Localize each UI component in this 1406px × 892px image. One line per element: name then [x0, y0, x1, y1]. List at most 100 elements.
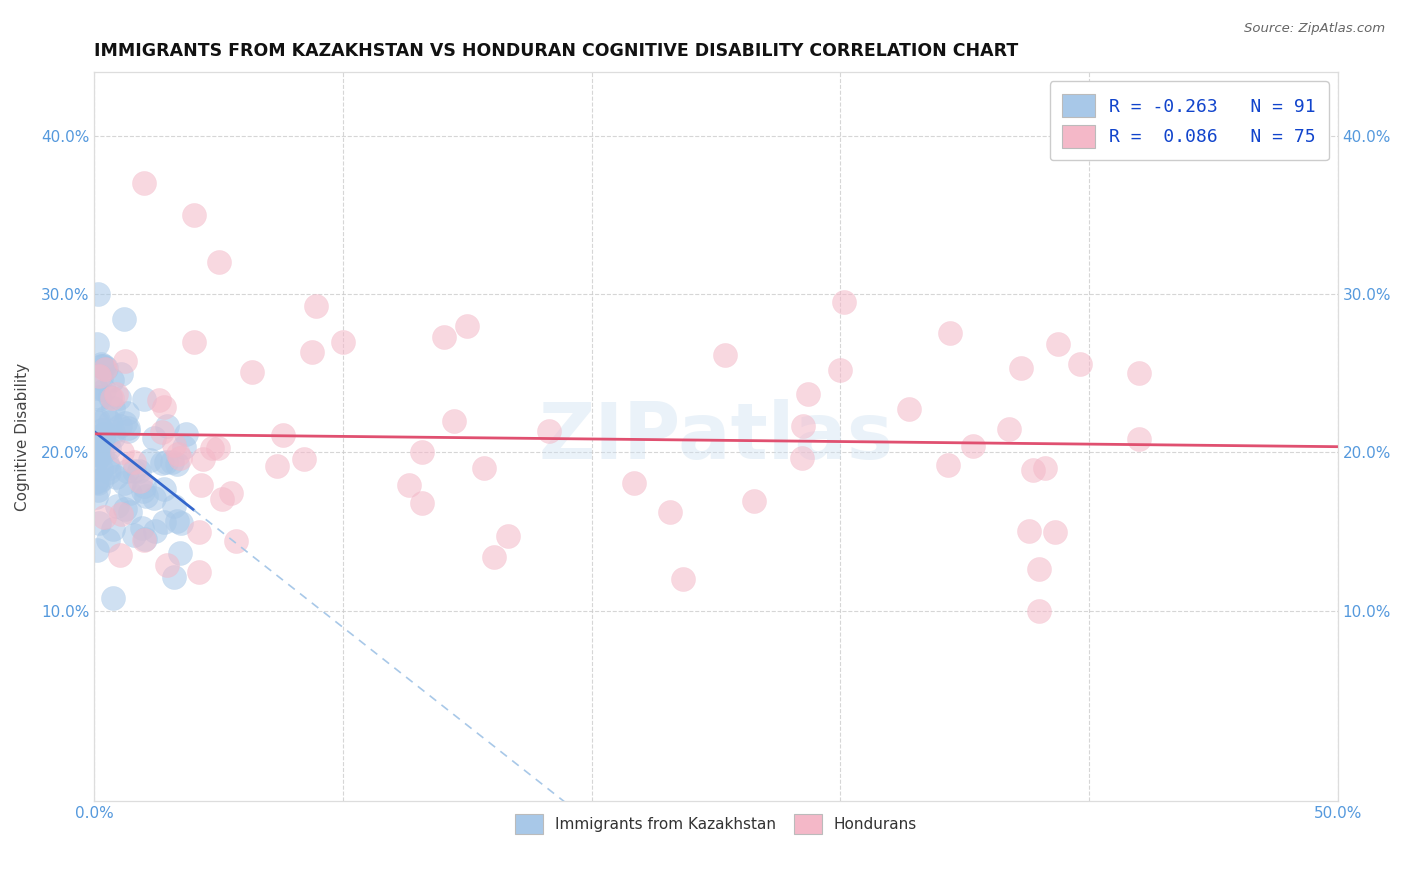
Point [114, 502, 136, 516]
Point [482, 550, 505, 565]
Point [117, 421, 139, 435]
Point [897, 402, 920, 417]
Point [98, 390, 121, 404]
Point [90, 359, 112, 373]
Point [150, 456, 173, 470]
Point [162, 438, 184, 452]
Point [183, 208, 205, 222]
Point [148, 392, 170, 407]
Point [170, 516, 193, 530]
Point [87, 287, 110, 301]
Point [118, 486, 141, 500]
Point [411, 495, 433, 509]
Point [90, 447, 112, 461]
Point [962, 438, 984, 452]
Point [103, 430, 125, 444]
Point [86, 415, 108, 429]
Point [143, 431, 166, 445]
Point [84, 475, 107, 489]
Point [997, 422, 1019, 436]
Point [87, 476, 110, 491]
Point [398, 477, 420, 491]
Point [122, 528, 145, 542]
Point [97, 461, 120, 475]
Point [156, 419, 179, 434]
Point [1069, 357, 1091, 371]
Point [93, 359, 115, 374]
Point [456, 318, 478, 333]
Point [153, 400, 176, 414]
Point [90, 472, 112, 486]
Point [183, 335, 205, 350]
Point [207, 442, 229, 456]
Point [84, 380, 107, 394]
Point [86, 543, 108, 558]
Point [110, 367, 132, 381]
Point [124, 464, 146, 478]
Point [108, 419, 131, 434]
Point [155, 455, 177, 469]
Point [153, 482, 176, 496]
Point [169, 451, 191, 466]
Point [93, 509, 115, 524]
Point [90, 462, 112, 476]
Point [191, 451, 214, 466]
Point [160, 454, 183, 468]
Y-axis label: Cognitive Disability: Cognitive Disability [15, 362, 30, 511]
Legend: Immigrants from Kazakhstan, Hondurans: Immigrants from Kazakhstan, Hondurans [505, 803, 928, 844]
Point [107, 500, 129, 514]
Point [219, 485, 242, 500]
Point [163, 499, 186, 513]
Point [190, 478, 212, 492]
Point [94, 410, 117, 425]
Point [114, 354, 136, 368]
Point [117, 464, 139, 478]
Point [623, 476, 645, 491]
Point [115, 406, 138, 420]
Point [797, 386, 820, 401]
Point [97, 533, 120, 547]
Point [433, 330, 456, 344]
Point [112, 475, 135, 490]
Point [129, 474, 152, 488]
Point [101, 373, 124, 387]
Point [537, 424, 560, 438]
Point [938, 458, 960, 472]
Point [156, 558, 179, 573]
Point [1043, 525, 1066, 540]
Point [1035, 461, 1057, 475]
Point [153, 515, 176, 529]
Point [105, 386, 128, 401]
Point [105, 470, 128, 484]
Point [101, 591, 124, 605]
Point [659, 505, 682, 519]
Point [108, 391, 131, 405]
Point [101, 401, 124, 415]
Point [94, 360, 117, 375]
Point [135, 489, 157, 503]
Point [200, 441, 222, 455]
Point [1010, 361, 1032, 376]
Point [240, 365, 263, 379]
Point [742, 494, 765, 508]
Point [411, 445, 433, 459]
Point [830, 363, 852, 377]
Point [1128, 367, 1150, 381]
Point [139, 453, 162, 467]
Point [93, 383, 115, 397]
Point [108, 548, 131, 562]
Point [714, 348, 737, 362]
Point [166, 514, 188, 528]
Point [89, 516, 111, 530]
Point [1028, 561, 1050, 575]
Point [672, 572, 695, 586]
Point [98, 415, 121, 429]
Point [1046, 336, 1069, 351]
Point [173, 440, 195, 454]
Point [112, 311, 135, 326]
Point [132, 478, 155, 492]
Point [187, 566, 209, 580]
Point [128, 464, 150, 478]
Point [496, 529, 519, 543]
Point [91, 432, 114, 446]
